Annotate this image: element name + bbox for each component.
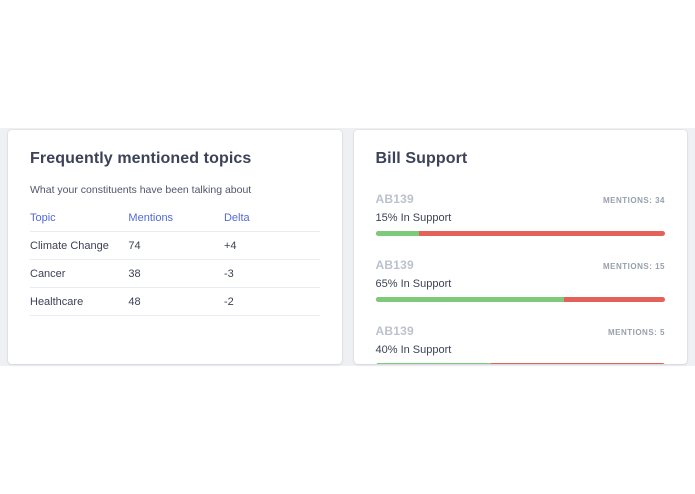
bill-support-label: 40% In Support	[375, 344, 452, 356]
bill-mentions-count: Mentions: 15	[602, 262, 665, 271]
bill-support-label: 15% In Support	[375, 212, 452, 224]
topics-card-title: Frequently mentioned topics	[30, 150, 252, 167]
list-item: AB139 Mentions: 5 40% In Support	[375, 324, 666, 364]
bill-header: AB139 Mentions: 15	[376, 258, 666, 272]
mentions-cell: 74	[128, 231, 224, 260]
topic-cell: Climate Change	[30, 231, 129, 260]
bill-support-card: Bill Support AB139 Mentions: 34 15% In S…	[353, 130, 687, 364]
bill-list: AB139 Mentions: 34 15% In Support AB139 …	[375, 192, 666, 364]
dashboard-cards-band: Frequently mentioned topics What your co…	[0, 128, 695, 366]
frequently-mentioned-topics-card: Frequently mentioned topics What your co…	[8, 130, 342, 364]
mentions-cell: 48	[128, 287, 224, 316]
bill-support-bar	[375, 363, 665, 364]
topics-table-header-row: Topic Mentions Delta	[30, 204, 320, 232]
bill-mentions-count: Mentions: 5	[607, 328, 665, 337]
mentions-cell: 38	[128, 259, 224, 288]
bill-support-bar	[375, 297, 665, 302]
bill-support-label: 65% In Support	[375, 278, 452, 290]
bill-header: AB139 Mentions: 34	[376, 192, 666, 206]
bill-name: AB139	[375, 324, 414, 338]
topics-table: Topic Mentions Delta Climate Change 74 +…	[30, 204, 320, 316]
table-row: Climate Change 74 +4	[30, 231, 320, 260]
delta-cell: +4	[223, 231, 320, 260]
bill-mentions-count: Mentions: 34	[602, 196, 665, 205]
topic-cell: Healthcare	[30, 287, 129, 316]
bill-support-bar	[375, 231, 665, 236]
delta-cell: -3	[223, 259, 320, 288]
topics-card-subtitle: What your constituents have been talking…	[30, 184, 252, 196]
column-header-topic: Topic	[30, 204, 129, 232]
topic-cell: Cancer	[30, 259, 129, 288]
column-header-mentions: Mentions	[128, 204, 224, 232]
table-row: Cancer 38 -3	[30, 259, 320, 288]
bill-support-bar-fill	[375, 297, 564, 302]
bill-support-card-title: Bill Support	[375, 150, 468, 167]
list-item: AB139 Mentions: 34 15% In Support	[375, 192, 666, 236]
bill-header: AB139 Mentions: 5	[376, 324, 666, 338]
column-header-delta: Delta	[223, 204, 320, 232]
delta-cell: -2	[223, 287, 320, 316]
bill-support-bar-fill	[375, 231, 419, 236]
table-row: Healthcare 48 -2	[30, 287, 320, 316]
list-item: AB139 Mentions: 15 65% In Support	[375, 258, 666, 302]
bill-support-bar-fill	[375, 363, 492, 364]
bill-name: AB139	[375, 192, 414, 206]
bill-name: AB139	[375, 258, 414, 272]
